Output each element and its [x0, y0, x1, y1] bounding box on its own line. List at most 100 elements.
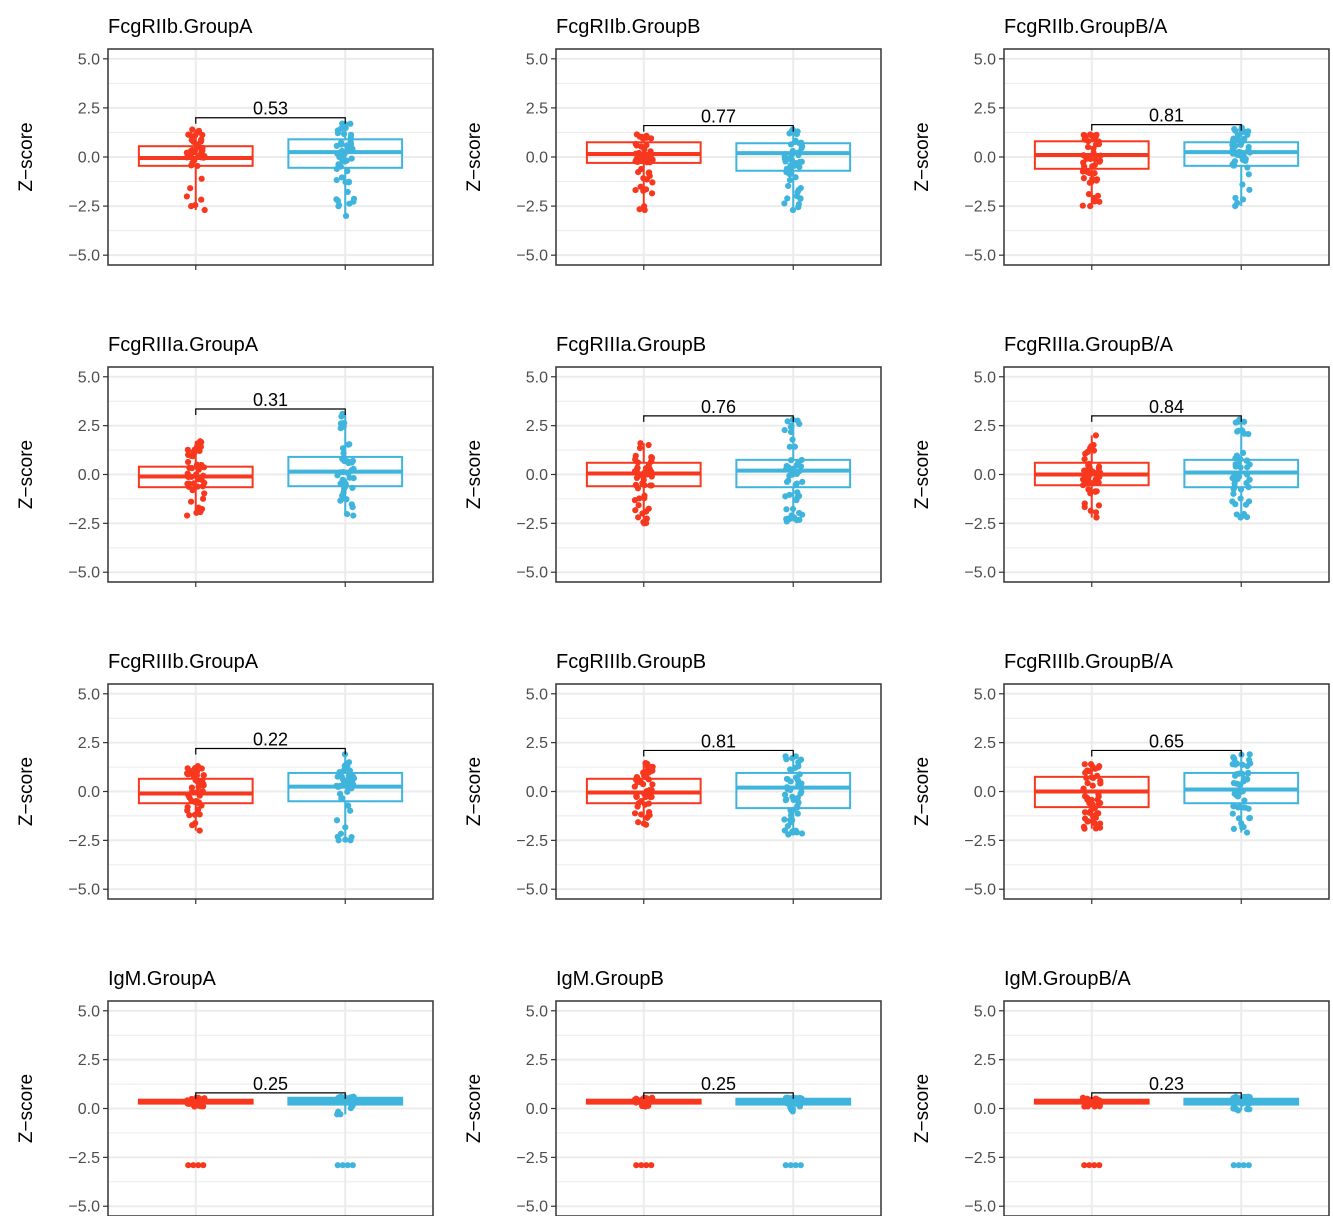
data-point	[633, 793, 640, 800]
data-point	[641, 146, 648, 153]
data-point	[1084, 780, 1091, 787]
data-point	[643, 774, 650, 781]
data-point	[184, 770, 191, 777]
panel-border	[107, 48, 434, 266]
data-point	[345, 802, 352, 809]
data-point	[1091, 479, 1098, 486]
outlier-point	[648, 1162, 655, 1169]
data-point	[349, 466, 356, 473]
data-point	[789, 436, 796, 443]
y-tick-label: −5.0	[516, 882, 548, 899]
data-point	[1080, 152, 1087, 159]
data-point	[1237, 141, 1244, 148]
data-point	[200, 772, 207, 779]
data-point	[633, 474, 641, 482]
y-tick-label: 2.5	[526, 418, 548, 435]
data-point	[1236, 781, 1243, 788]
data-point	[1084, 449, 1091, 456]
data-point	[793, 804, 801, 811]
data-point	[1239, 196, 1247, 203]
data-point	[1096, 763, 1103, 770]
data-point	[1093, 810, 1101, 817]
outlier-point	[1235, 1162, 1242, 1169]
data-point	[196, 779, 203, 786]
data-point	[786, 1095, 793, 1102]
chart-panel: IgM.GroupA 5.0 2.5 0.0 −2.5 −5.0 Z−score 0.25	[16, 968, 434, 1216]
data-point	[787, 778, 794, 785]
data-point	[1246, 476, 1253, 483]
data-point	[348, 833, 355, 841]
data-point	[793, 517, 800, 524]
data-point	[1244, 164, 1251, 171]
data-point	[344, 146, 351, 153]
outlier-point	[339, 1162, 346, 1169]
y-tick-label: 0.0	[974, 150, 996, 167]
significance-bracket	[195, 408, 346, 416]
y-axis-label: Z−score	[464, 122, 485, 191]
panel-title: IgM.GroupB/A	[1004, 968, 1131, 990]
data-point	[1230, 490, 1237, 497]
y-tick-label: 5.0	[974, 1003, 996, 1020]
data-point	[198, 196, 205, 203]
data-point	[641, 1095, 649, 1103]
data-point	[1239, 181, 1246, 188]
data-point	[198, 505, 206, 513]
plot-area	[585, 753, 852, 838]
data-point	[187, 151, 194, 158]
y-tick-label: 0.0	[974, 784, 996, 801]
outlier-point	[792, 1162, 799, 1169]
y-tick-label: 2.5	[526, 100, 548, 117]
data-point	[1234, 428, 1241, 435]
chart-panel: IgM.GroupB/A 5.0 2.5 0.0 −2.5 −5.0 Z−score 0.23	[912, 968, 1330, 1216]
data-point	[344, 168, 351, 175]
data-point	[1088, 774, 1095, 781]
data-point	[1238, 1100, 1246, 1107]
y-tick-label: 2.5	[974, 418, 996, 435]
data-point	[185, 480, 192, 487]
data-point	[632, 507, 639, 514]
chart-panel: FcgRIIIb.GroupB/A 5.0 2.5 0.0 −2.5 −5.0 Z−scor…	[912, 651, 1330, 904]
data-point	[1096, 1103, 1103, 1110]
data-point	[185, 451, 192, 459]
y-tick-label: 0.0	[974, 1101, 996, 1118]
data-point	[187, 498, 195, 505]
data-point	[796, 163, 803, 171]
data-point	[342, 480, 349, 487]
chart-panel: FcgRIIIa.GroupA 5.0 2.5 0.0 −2.5 −5.0 Z−score 0…	[16, 334, 434, 587]
significance-bracket	[643, 124, 794, 132]
data-point	[631, 468, 639, 475]
y-tick-label: −2.5	[516, 199, 548, 216]
data-point	[1094, 796, 1101, 803]
data-point	[347, 134, 354, 141]
data-point	[781, 827, 788, 834]
data-point	[337, 163, 344, 170]
data-point	[632, 158, 639, 165]
data-point	[1246, 814, 1254, 822]
y-tick-label: −2.5	[516, 833, 548, 850]
panel-border	[1003, 48, 1330, 266]
data-point	[342, 1099, 350, 1106]
data-point	[344, 188, 351, 196]
data-point	[184, 512, 191, 519]
data-point	[192, 820, 199, 827]
data-point	[1080, 1097, 1087, 1104]
data-point	[1240, 775, 1247, 782]
data-point	[643, 176, 650, 183]
p-value-label: 0.76	[701, 397, 736, 417]
data-point	[1092, 156, 1099, 163]
data-point	[197, 138, 205, 145]
y-tick-label: −2.5	[68, 1150, 100, 1167]
data-point	[336, 790, 344, 797]
data-point	[1245, 128, 1252, 135]
data-point	[645, 505, 652, 512]
data-point	[337, 782, 344, 789]
data-point	[1093, 514, 1100, 521]
data-point	[1089, 782, 1096, 789]
p-value-label: 0.25	[253, 1074, 288, 1094]
data-point	[795, 492, 803, 500]
data-point	[781, 152, 788, 159]
data-point	[186, 812, 193, 819]
data-point	[648, 1095, 655, 1102]
data-point	[342, 824, 349, 831]
data-point	[343, 782, 350, 789]
